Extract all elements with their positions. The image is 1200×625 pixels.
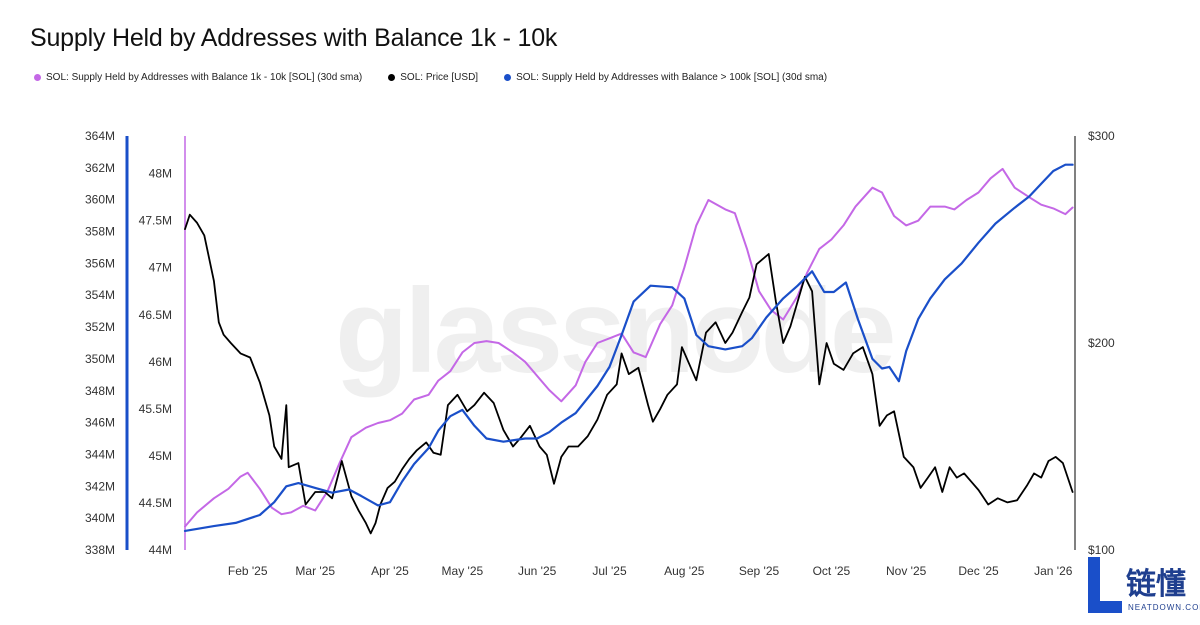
right-tick-label: $200	[1088, 336, 1115, 350]
left-outer-tick-label: 348M	[85, 384, 115, 398]
left-outer-tick-label: 350M	[85, 352, 115, 366]
series-line-supply-100k	[183, 163, 1074, 533]
brand-logo: 链懂 NEATDOWN.COM	[1082, 555, 1200, 625]
legend-dot-purple	[34, 74, 41, 81]
left-inner-tick-label: 45M	[149, 449, 172, 463]
left-outer-axis-ticks: 338M 340M 342M 344M 346M 348M 350M 352M 354M 356M…	[85, 129, 115, 557]
left-outer-tick-label: 364M	[85, 129, 115, 143]
logo-l-mark-icon	[1088, 557, 1122, 613]
right-tick-label: $100	[1088, 543, 1115, 557]
legend: SOL: Supply Held by Addresses with Balan…	[34, 72, 827, 83]
series-line-supply-1k-10k	[184, 167, 1074, 528]
right-axis-ticks: $100 $200 $300	[1088, 129, 1115, 557]
left-inner-tick-label: 48M	[149, 167, 172, 181]
left-inner-tick-label: 46M	[149, 355, 172, 369]
left-outer-tick-label: 346M	[85, 416, 115, 430]
x-tick-label: Apr '25	[371, 564, 409, 578]
legend-label-price: SOL: Price [USD]	[400, 72, 479, 83]
series-group	[183, 163, 1074, 535]
left-inner-tick-label: 47.5M	[139, 214, 172, 228]
x-tick-label: Jul '25	[592, 564, 627, 578]
left-inner-tick-label: 44.5M	[139, 496, 172, 510]
left-outer-tick-label: 344M	[85, 447, 115, 461]
left-inner-tick-label: 44M	[149, 543, 172, 557]
left-outer-tick-label: 342M	[85, 479, 115, 493]
left-outer-tick-label: 352M	[85, 320, 115, 334]
left-outer-tick-label: 338M	[85, 543, 115, 557]
series-line-price	[184, 213, 1074, 535]
left-outer-tick-label: 356M	[85, 256, 115, 270]
legend-label-supply-1k-10k: SOL: Supply Held by Addresses with Balan…	[46, 72, 363, 83]
left-inner-axis-ticks: 44M 44.5M 45M 45.5M 46M 46.5M 47M 47.5M 48M	[139, 167, 172, 557]
left-inner-tick-label: 45.5M	[139, 402, 172, 416]
x-tick-label: Mar '25	[295, 564, 335, 578]
x-tick-label: Dec '25	[958, 564, 999, 578]
left-outer-tick-label: 358M	[85, 225, 115, 239]
logo-text-en: NEATDOWN.COM	[1128, 603, 1200, 612]
legend-item-supply-1k-10k[interactable]: SOL: Supply Held by Addresses with Balan…	[34, 72, 362, 83]
left-inner-tick-label: 46.5M	[139, 308, 172, 322]
x-tick-label: May '25	[442, 564, 484, 578]
left-outer-tick-label: 362M	[85, 161, 115, 175]
left-outer-tick-label: 354M	[85, 288, 115, 302]
x-tick-label: Feb '25	[228, 564, 268, 578]
legend-label-supply-100k: SOL: Supply Held by Addresses with Balan…	[516, 72, 828, 83]
left-outer-tick-label: 360M	[85, 193, 115, 207]
legend-item-supply-100k[interactable]: SOL: Supply Held by Addresses with Balan…	[504, 72, 827, 83]
left-outer-tick-label: 340M	[85, 511, 115, 525]
left-inner-tick-label: 47M	[149, 261, 172, 275]
right-tick-label: $300	[1088, 129, 1115, 143]
x-tick-label: Nov '25	[886, 564, 927, 578]
x-tick-label: Oct '25	[813, 564, 851, 578]
chart-title: Supply Held by Addresses with Balance 1k…	[30, 24, 558, 52]
x-tick-label: Jun '25	[518, 564, 557, 578]
legend-item-price[interactable]: SOL: Price [USD]	[388, 72, 478, 83]
x-tick-label: Jan '26	[1034, 564, 1073, 578]
x-axis-ticks: Feb '25 Mar '25 Apr '25 May '25 Jun '25 Jul '…	[228, 564, 1073, 578]
legend-dot-blue	[504, 74, 512, 81]
x-tick-label: Sep '25	[739, 564, 780, 578]
logo-text-cn: 链懂	[1126, 568, 1186, 601]
watermark: glassnode	[335, 264, 893, 398]
legend-dot-black	[388, 74, 396, 81]
x-tick-label: Aug '25	[664, 564, 705, 578]
